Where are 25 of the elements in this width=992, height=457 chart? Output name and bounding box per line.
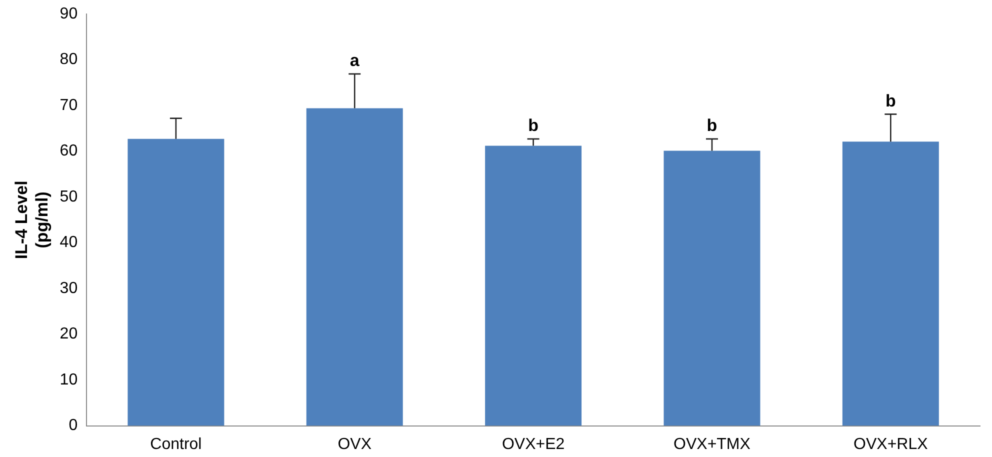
annotation: b xyxy=(706,116,718,136)
x-tick-label: OVX xyxy=(338,436,372,453)
bar xyxy=(128,138,224,426)
x-tick-label: OVX+E2 xyxy=(502,436,565,453)
y-tick-label: 10 xyxy=(60,371,78,388)
y-tick-label: 90 xyxy=(60,5,78,22)
annotation: b xyxy=(885,91,896,110)
y-tick-label: 70 xyxy=(60,96,78,114)
y-tick-label: 40 xyxy=(60,234,78,252)
bar xyxy=(306,108,403,426)
bar xyxy=(485,146,582,426)
y-tick-label: 0 xyxy=(68,417,78,434)
x-tick-label: Control xyxy=(150,436,202,453)
x-tick-label: OVX+RLX xyxy=(854,436,928,453)
y-tick-label: 60 xyxy=(60,142,78,160)
annotation: b xyxy=(528,116,538,136)
y-axis-title: IL-4 Level (pg/ml) xyxy=(12,180,52,260)
y-tick-label: 80 xyxy=(60,51,78,68)
annotation: a xyxy=(350,51,360,70)
y-tick-label: 50 xyxy=(60,188,78,206)
y-tick-label: 20 xyxy=(60,326,78,343)
y-tick-label: 30 xyxy=(60,280,78,297)
bar xyxy=(664,150,760,426)
bar xyxy=(842,142,939,426)
x-tick-label: OVX+TMX xyxy=(674,436,751,453)
